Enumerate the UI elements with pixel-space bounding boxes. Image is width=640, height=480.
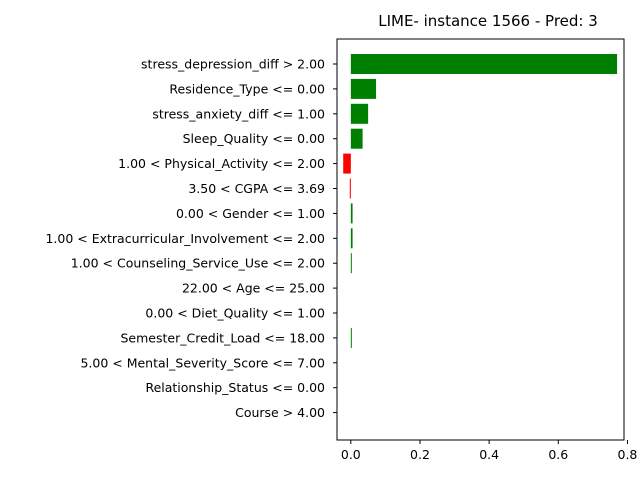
y-tick-label: 1.00 < Counseling_Service_Use <= 2.00	[71, 256, 325, 271]
x-tick-label: 0.0	[341, 447, 361, 462]
bar-1	[350, 78, 377, 99]
bar-5	[349, 178, 351, 199]
bar-7	[350, 228, 353, 249]
x-tick-label: 0.8	[618, 447, 638, 462]
plot-frame	[336, 38, 625, 441]
bars-group	[343, 54, 618, 348]
bar-8	[350, 253, 352, 274]
y-tick-label: Sleep_Quality <= 0.00	[183, 131, 325, 146]
y-tick-label: 5.00 < Mental_Severity_Score <= 7.00	[80, 355, 325, 370]
bar-0	[350, 54, 618, 74]
y-tick-label: Residence_Type <= 0.00	[169, 81, 325, 96]
bar-11	[350, 327, 352, 348]
y-tick-label: 0.00 < Gender <= 1.00	[176, 206, 325, 221]
y-tick-labels: stress_depression_diff > 2.00 Residence_T…	[45, 57, 337, 420]
chart-title: LIME- instance 1566 - Pred: 3	[378, 12, 598, 30]
bar-6	[350, 203, 353, 224]
y-tick-label: stress_depression_diff > 2.00	[141, 57, 325, 72]
y-tick-label: 1.00 < Extracurricular_Involvement <= 2.…	[45, 231, 325, 246]
bar-3	[350, 128, 363, 149]
x-tick-label: 0.4	[479, 447, 499, 462]
x-axis: 0.0 0.2 0.4 0.6 0.8	[341, 440, 638, 462]
bar-2	[350, 103, 369, 124]
y-tick-label: 22.00 < Age <= 25.00	[182, 281, 325, 296]
y-tick-label: Course > 4.00	[235, 405, 325, 420]
x-tick-label: 0.6	[548, 447, 568, 462]
x-tick-label: 0.2	[410, 447, 430, 462]
y-tick-label: 3.50 < CGPA <= 3.69	[188, 181, 325, 196]
bar-4	[343, 153, 351, 174]
y-tick-label: stress_anxiety_diff <= 1.00	[152, 106, 325, 121]
y-tick-label: 0.00 < Diet_Quality <= 1.00	[145, 306, 325, 321]
y-tick-label: 1.00 < Physical_Activity <= 2.00	[118, 156, 325, 171]
y-tick-label: Relationship_Status <= 0.00	[145, 380, 325, 395]
y-tick-label: Semester_Credit_Load <= 18.00	[121, 330, 326, 345]
